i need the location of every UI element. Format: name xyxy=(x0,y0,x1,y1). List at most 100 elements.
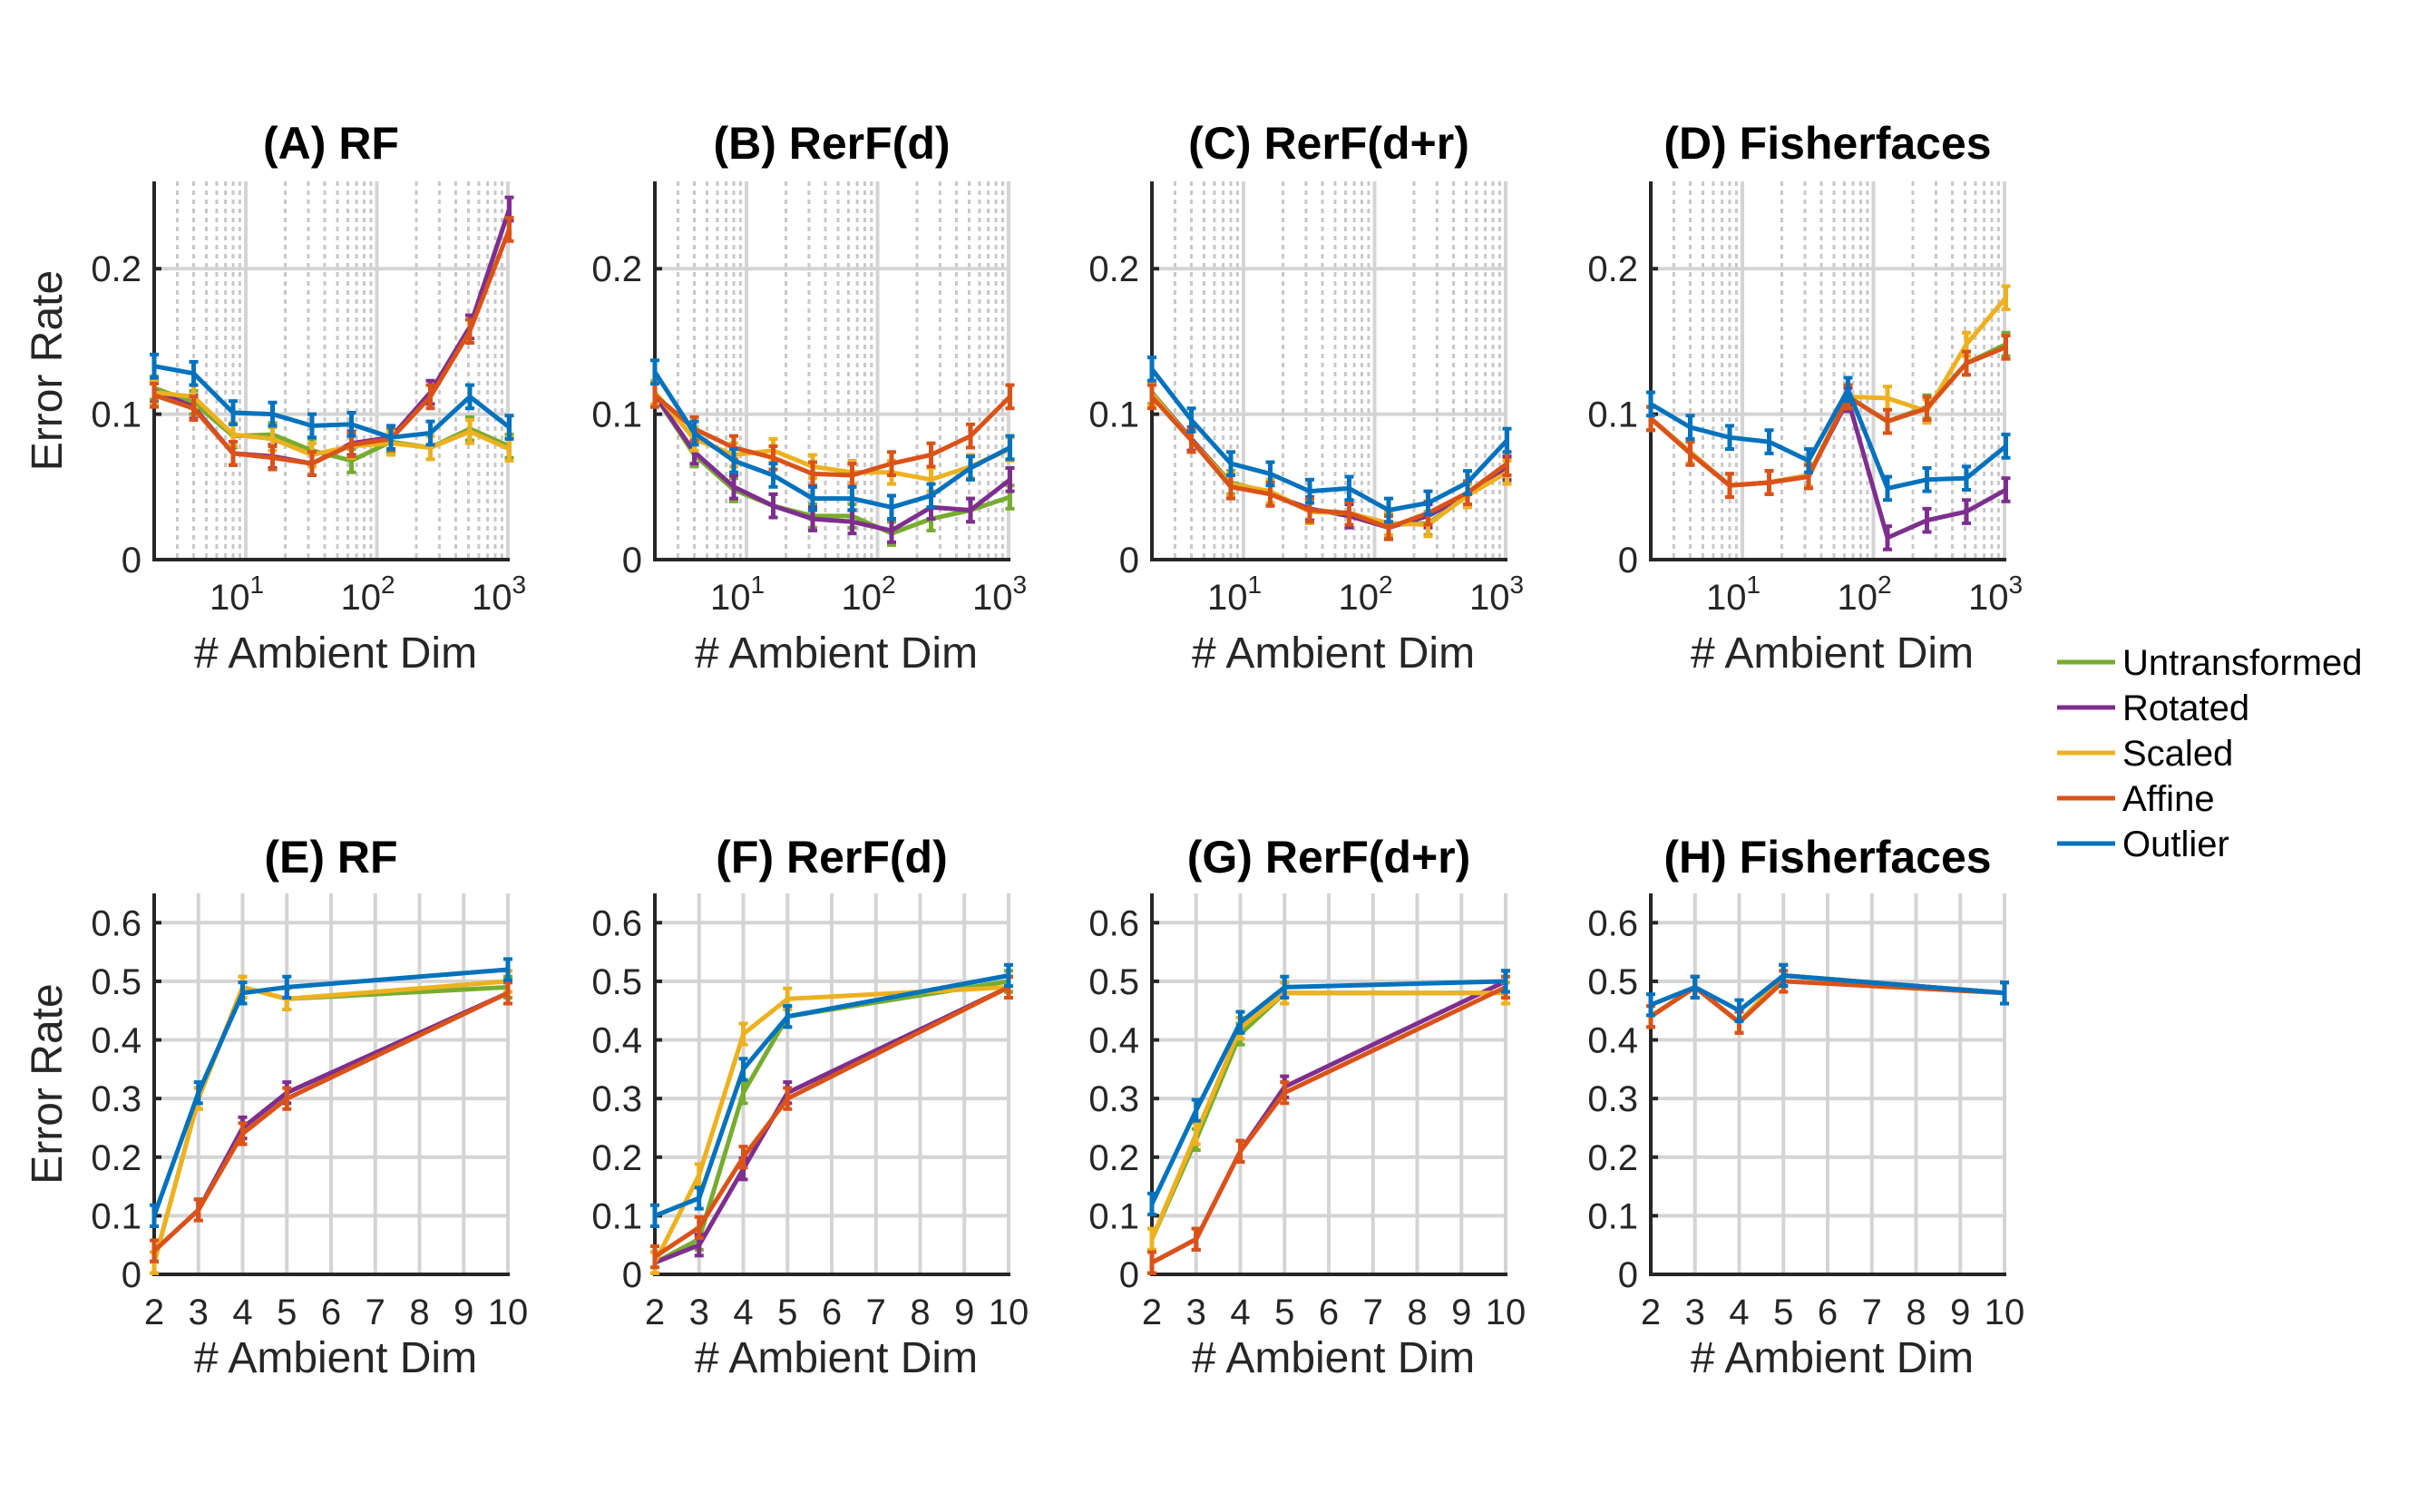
panel-a-errorbar-outlier xyxy=(189,359,199,387)
panel-d-errorbar-outlier xyxy=(1764,428,1774,455)
panel-e-y-label: Error Rate xyxy=(24,983,72,1184)
panel-f-x-label: # Ambient Dim xyxy=(695,1334,978,1382)
panel-c-errorbar-outlier xyxy=(1265,460,1275,488)
x-tick-label: 6 xyxy=(1319,1293,1339,1332)
panel-a-errorbar-outlier xyxy=(150,352,159,380)
x-tick-label: 8 xyxy=(409,1293,429,1332)
legend-label: Untransformed xyxy=(2122,643,2363,683)
legend-entry-outlier: Outlier xyxy=(2057,824,2229,864)
panel-a-line-scaled xyxy=(153,390,511,457)
x-tick-label: 102 xyxy=(340,571,395,618)
panel-b-errorbar-outlier xyxy=(728,447,738,474)
panel-f-errorbar-affine xyxy=(694,1214,704,1240)
panel-h-errorbar-outlier xyxy=(1734,998,1744,1023)
panel-d-series xyxy=(1646,284,2011,551)
y-tick-label: 0 xyxy=(1618,541,1638,580)
panel-g-title: (G) RerF(d+r) xyxy=(1187,832,1471,883)
panel-f-errorbar-outlier xyxy=(650,1203,659,1229)
panel-e-series xyxy=(150,957,512,1275)
panel-b-errorbar-outlier xyxy=(926,482,936,510)
panel-a-line-outlier xyxy=(153,364,512,440)
panel-e-errorbar-outlier xyxy=(282,974,292,1000)
panel-c-x-label: # Ambient Dim xyxy=(1192,629,1475,678)
x-tick-label: 6 xyxy=(321,1293,341,1332)
panel-g-x-label: # Ambient Dim xyxy=(1192,1334,1475,1382)
y-tick-label: 0.4 xyxy=(591,1021,642,1061)
x-tick-label: 102 xyxy=(841,571,895,618)
panel-c-errorbar-affine xyxy=(1147,383,1156,411)
panel-f-errorbar-outlier xyxy=(694,1185,704,1211)
y-tick-label: 0 xyxy=(622,1255,642,1295)
y-tick-label: 0.6 xyxy=(591,903,642,943)
panel-d-errorbar-outlier xyxy=(2001,433,2011,460)
x-tick-label: 3 xyxy=(689,1293,709,1332)
panel-f-errorbar-affine xyxy=(650,1244,659,1270)
panel-h-series xyxy=(1646,962,2009,1035)
panel-b-title: (B) RerF(d) xyxy=(713,118,950,169)
y-tick-label: 0 xyxy=(1119,541,1139,580)
panel-e-errorbar-outlier xyxy=(503,957,512,982)
x-tick-label: 7 xyxy=(1862,1293,1882,1332)
panel-e-errorbar-affine xyxy=(150,1238,159,1263)
legend-label: Rotated xyxy=(2122,688,2249,728)
panel-e-errorbar-affine xyxy=(238,1121,248,1146)
panel-d-errorbar-affine xyxy=(1922,395,1932,423)
y-tick-label: 0.5 xyxy=(91,962,141,1002)
y-tick-label: 0.5 xyxy=(1088,962,1139,1002)
y-tick-label: 0.4 xyxy=(1088,1021,1139,1061)
legend-entry-affine: Affine xyxy=(2057,779,2215,819)
panel-e-errorbar-outlier xyxy=(150,1203,159,1229)
y-tick-label: 0.2 xyxy=(1587,249,1638,289)
panel-d-errorbar-rotated xyxy=(1922,506,1932,534)
panel-f-errorbar-affine xyxy=(738,1145,748,1170)
x-tick-label: 4 xyxy=(232,1293,252,1332)
y-tick-label: 0.5 xyxy=(591,962,642,1002)
panel-d-errorbar-outlier xyxy=(1685,414,1695,441)
y-tick-label: 0 xyxy=(1119,1255,1139,1295)
legend-entry-rotated: Rotated xyxy=(2057,688,2249,728)
y-tick-label: 0.2 xyxy=(1088,249,1139,289)
x-tick-label: 103 xyxy=(972,571,1027,618)
panel-c-errorbar-outlier xyxy=(1147,356,1156,383)
y-tick-label: 0.1 xyxy=(91,395,141,435)
y-tick-label: 0 xyxy=(122,1255,141,1295)
y-tick-label: 0.1 xyxy=(91,1196,141,1236)
panel-g-errorbar-affine xyxy=(1235,1138,1245,1164)
panel-a-errorbar-affine xyxy=(307,450,317,477)
panel-a-errorbar-outlier xyxy=(307,412,317,440)
panel-b-line-outlier xyxy=(652,370,1011,510)
panel-b-errorbar-affine xyxy=(1005,383,1015,411)
y-tick-label: 0.2 xyxy=(91,249,141,289)
y-tick-label: 0.1 xyxy=(1088,395,1139,435)
x-tick-label: 4 xyxy=(1230,1293,1250,1332)
panel-c-errorbar-outlier xyxy=(1423,489,1433,517)
panel-h-errorbar-outlier xyxy=(1690,974,1700,1000)
panel-b-errorbar-outlier xyxy=(886,493,896,522)
panel-d-line-outlier xyxy=(1649,386,2008,491)
x-tick-label: 9 xyxy=(954,1293,974,1332)
x-tick-label: 6 xyxy=(1818,1293,1838,1332)
x-tick-label: 7 xyxy=(866,1293,886,1332)
x-tick-label: 4 xyxy=(1729,1293,1749,1332)
panel-b: 0 0.1 0.2 101 102 103 (B) RerF(d) # Ambient Dim xyxy=(591,118,1027,678)
legend-label: Outlier xyxy=(2122,824,2229,864)
x-tick-label: 102 xyxy=(1837,571,1891,618)
panel-h: 0 0.1 0.2 0.3 0.4 0.5 0.6 2 3 4 5 6 7 8 9 10 (H) Fisherf… xyxy=(1587,832,2024,1382)
y-tick-label: 0.1 xyxy=(1088,1196,1139,1236)
panel-b-errorbar-outlier xyxy=(768,462,778,489)
x-tick-label: 3 xyxy=(1685,1293,1705,1332)
panel-a-errorbar-outlier xyxy=(425,419,435,447)
y-tick-label: 0.2 xyxy=(91,1138,141,1178)
panel-d-errorbar-outlier xyxy=(1882,474,1892,502)
panel-a-errorbar-affine xyxy=(228,440,238,467)
x-tick-label: 10 xyxy=(989,1293,1029,1332)
x-tick-label: 2 xyxy=(1641,1293,1661,1332)
x-tick-label: 10 xyxy=(488,1293,529,1332)
y-tick-label: 0.1 xyxy=(1587,1196,1638,1236)
y-tick-label: 0.4 xyxy=(91,1021,141,1061)
panel-d-errorbar-affine xyxy=(2001,334,2011,361)
legend-entry-untransformed: Untransformed xyxy=(2057,643,2363,683)
x-tick-label: 2 xyxy=(1142,1293,1162,1332)
panel-b-line-rotated xyxy=(652,394,1012,533)
panel-d-errorbar-outlier xyxy=(1961,464,1971,493)
